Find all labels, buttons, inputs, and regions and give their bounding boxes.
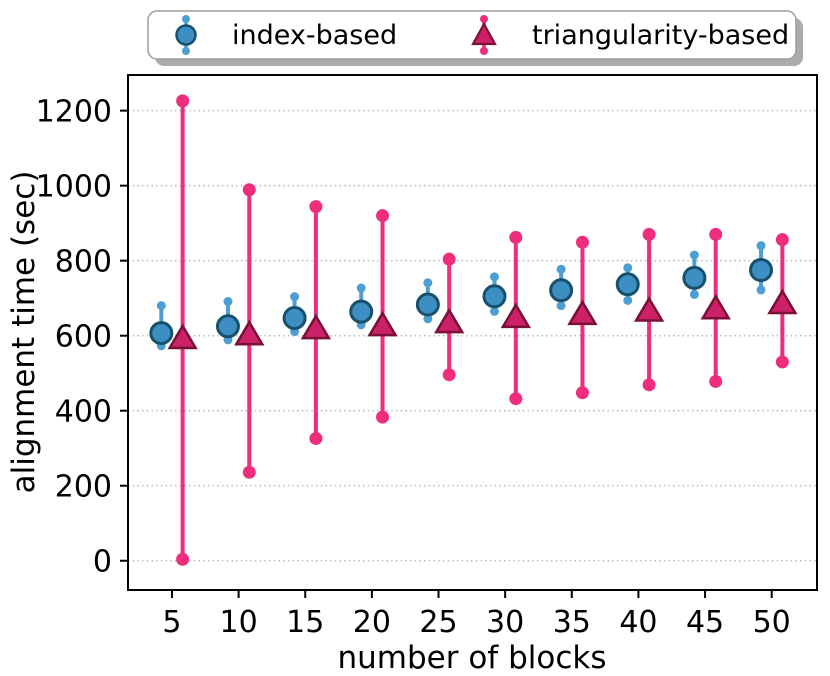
error-cap-upper: [309, 200, 323, 214]
y-axis-title: alignment time (sec): [6, 171, 42, 494]
marker-triangle: [767, 288, 798, 315]
marker-circle: [282, 306, 307, 331]
error-cap-lower: [642, 378, 656, 392]
marker-circle: [682, 265, 707, 290]
error-cap-upper: [509, 230, 523, 244]
error-cap-lower: [242, 465, 256, 479]
y-axis: 0 200 400 600 800 1000 1200: [36, 95, 128, 580]
marker-circle: [749, 258, 774, 283]
marker-circle: [482, 284, 507, 309]
x-tick-label: 5: [162, 605, 181, 640]
legend-marker-triangle: [471, 21, 497, 46]
x-axis-title: number of blocks: [338, 640, 607, 676]
x-tick-label: 35: [553, 605, 591, 640]
error-cap-upper: [642, 227, 656, 241]
legend-cap-upper: [182, 15, 190, 23]
error-cap-lower: [689, 289, 699, 299]
error-cap-lower: [309, 431, 323, 445]
legend-marker-circle: [175, 24, 197, 46]
error-cap-upper: [489, 272, 499, 282]
y-tick-label: 200: [55, 470, 112, 505]
error-cap-lower: [376, 410, 390, 424]
legend-cap-upper: [480, 15, 488, 23]
x-tick-label: 50: [753, 605, 791, 640]
error-cap-upper: [156, 301, 166, 311]
legend-label: triangularity-based: [532, 20, 789, 51]
x-tick-label: 40: [619, 605, 657, 640]
error-cap-upper: [689, 250, 699, 260]
error-cap-lower: [709, 374, 723, 388]
error-cap-upper: [423, 278, 433, 288]
error-cap-upper: [176, 94, 190, 108]
error-cap-lower: [489, 306, 499, 316]
marker-triangle: [300, 313, 332, 340]
error-cap-upper: [442, 252, 456, 266]
error-cap-upper: [775, 233, 789, 247]
x-axis: 5 10 15 20 25 30 35 40 45 50: [162, 590, 791, 640]
error-cap-lower: [556, 301, 566, 311]
y-tick-label: 1200: [36, 95, 112, 130]
legend-box: [147, 10, 797, 60]
marker-triangle: [433, 307, 465, 334]
y-tick-label: 400: [55, 395, 112, 430]
marker-circle: [149, 321, 174, 346]
series-triangularity-based: [167, 94, 798, 566]
marker-triangle: [567, 299, 598, 326]
error-cap-lower: [775, 355, 789, 369]
marker-triangle: [234, 319, 265, 346]
marker-triangle: [167, 323, 198, 350]
y-tick-label: 800: [55, 245, 112, 280]
error-cap-upper: [575, 235, 589, 249]
error-cap-lower: [509, 392, 523, 406]
error-cap-upper: [242, 183, 256, 197]
x-tick-label: 20: [353, 605, 391, 640]
y-tick-label: 0: [93, 545, 112, 580]
axes-spines: [127, 74, 818, 591]
marker-circle: [415, 292, 440, 317]
legend-cap-lower: [182, 47, 190, 55]
x-tick-label: 25: [419, 605, 457, 640]
error-cap-lower: [623, 295, 633, 305]
error-cap-upper: [709, 227, 723, 241]
error-cap-upper: [290, 292, 300, 302]
x-tick-label: 45: [686, 605, 724, 640]
error-cap-lower: [176, 552, 190, 566]
error-cap-upper: [223, 297, 233, 307]
error-cap-upper: [556, 264, 566, 274]
y-tick-label: 600: [55, 320, 112, 355]
marker-triangle: [367, 310, 398, 337]
marker-circle: [549, 278, 574, 303]
error-cap-lower: [756, 285, 766, 295]
x-tick-label: 15: [286, 605, 324, 640]
legend-cap-lower: [480, 47, 488, 55]
marker-circle: [215, 314, 240, 339]
error-cap-upper: [376, 209, 390, 223]
x-tick-label: 10: [220, 605, 258, 640]
error-cap-upper: [356, 283, 366, 293]
marker-circle: [349, 299, 374, 324]
error-cap-lower: [575, 386, 589, 400]
marker-circle: [615, 272, 640, 297]
marker-triangle: [700, 293, 731, 320]
legend-label: index-based: [232, 20, 397, 51]
y-tick-label: 1000: [36, 170, 112, 205]
x-tick-label: 30: [486, 605, 524, 640]
error-cap-lower: [442, 368, 456, 382]
legend: index-based triangularity-based: [147, 10, 803, 66]
error-cap-upper: [756, 241, 766, 251]
gridlines: [128, 109, 817, 562]
series-index-based: [149, 241, 774, 351]
error-cap-upper: [623, 263, 633, 273]
marker-triangle: [500, 302, 532, 329]
error-cap-lower: [423, 314, 433, 324]
marker-triangle: [633, 296, 665, 322]
